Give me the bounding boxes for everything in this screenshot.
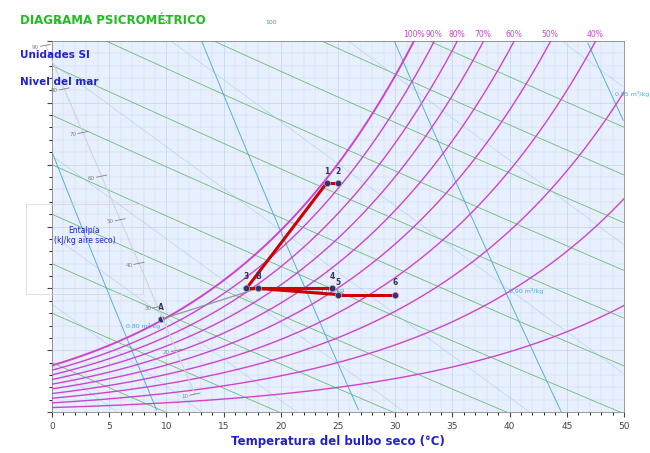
Text: 10: 10 xyxy=(181,394,188,399)
Text: 100%: 100% xyxy=(403,30,424,39)
Text: Nivel del mar: Nivel del mar xyxy=(20,77,98,87)
Text: 90: 90 xyxy=(162,20,170,25)
Text: 5: 5 xyxy=(335,278,341,287)
Text: A: A xyxy=(158,303,164,312)
Text: Unidades SI: Unidades SI xyxy=(20,50,90,60)
Text: 3: 3 xyxy=(244,272,249,281)
Text: 40%: 40% xyxy=(587,30,604,39)
Text: 2: 2 xyxy=(335,167,341,176)
Text: Entalpía
(kJ/kg aire seco): Entalpía (kJ/kg aire seco) xyxy=(54,226,115,245)
Text: 4: 4 xyxy=(330,272,335,281)
Text: 70%: 70% xyxy=(474,30,491,39)
Text: 0.95 m³/kg: 0.95 m³/kg xyxy=(616,91,649,96)
Text: 50: 50 xyxy=(107,219,114,224)
Text: 60: 60 xyxy=(88,176,95,181)
Text: 70: 70 xyxy=(70,132,77,137)
Text: DIAGRAMA PSICROMÉTRICO: DIAGRAMA PSICROMÉTRICO xyxy=(20,14,205,27)
Text: 60%: 60% xyxy=(505,30,522,39)
Text: 90: 90 xyxy=(32,45,39,50)
Text: 80: 80 xyxy=(55,20,62,25)
Text: 80: 80 xyxy=(51,88,58,93)
Text: 80%: 80% xyxy=(448,30,465,39)
Text: 90%: 90% xyxy=(426,30,443,39)
Text: 1: 1 xyxy=(324,167,329,176)
Text: 50%: 50% xyxy=(541,30,558,39)
Text: 0.85 m³/kg: 0.85 m³/kg xyxy=(310,287,345,293)
Text: 20: 20 xyxy=(163,350,170,355)
Text: 0.90 m³/kg: 0.90 m³/kg xyxy=(510,288,543,294)
Text: 0.80 m³/kg: 0.80 m³/kg xyxy=(126,323,160,329)
Text: 30: 30 xyxy=(144,307,151,312)
Text: 100: 100 xyxy=(265,20,277,25)
Text: 6: 6 xyxy=(393,278,398,287)
Text: 40: 40 xyxy=(125,263,133,268)
X-axis label: Temperatura del bulbo seco (°C): Temperatura del bulbo seco (°C) xyxy=(231,435,445,448)
Text: B: B xyxy=(255,272,261,281)
